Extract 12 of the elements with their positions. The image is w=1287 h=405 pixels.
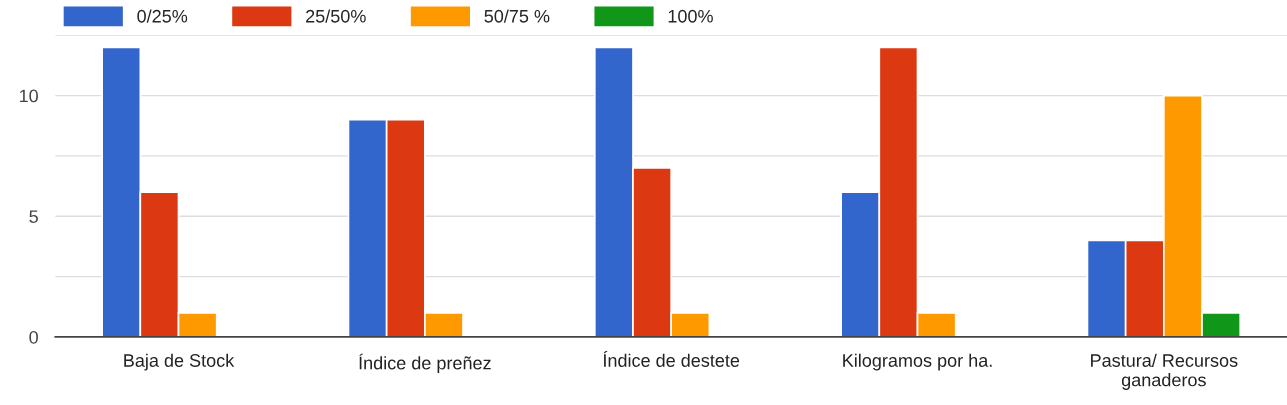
y-tick-label: 10 bbox=[19, 89, 38, 103]
x-tick-label: Pastura/ Recursos ganaderos bbox=[1091, 353, 1238, 390]
y-tick-label: 0 bbox=[29, 330, 38, 344]
legend-label: 25/50% bbox=[306, 9, 366, 23]
x-tick-label: Baja de Stock bbox=[124, 353, 235, 371]
x-tick-label: Índice de destete bbox=[603, 351, 740, 367]
x-tick-label: Índice de preñez bbox=[359, 353, 491, 374]
y-tick-label: 5 bbox=[29, 210, 38, 223]
legend-label: 100% bbox=[668, 9, 713, 23]
legend-label: 0/25% bbox=[137, 9, 188, 23]
x-tick-label: Kilogramos por ha. bbox=[843, 353, 992, 371]
legend-label: 50/75 % bbox=[484, 9, 550, 23]
